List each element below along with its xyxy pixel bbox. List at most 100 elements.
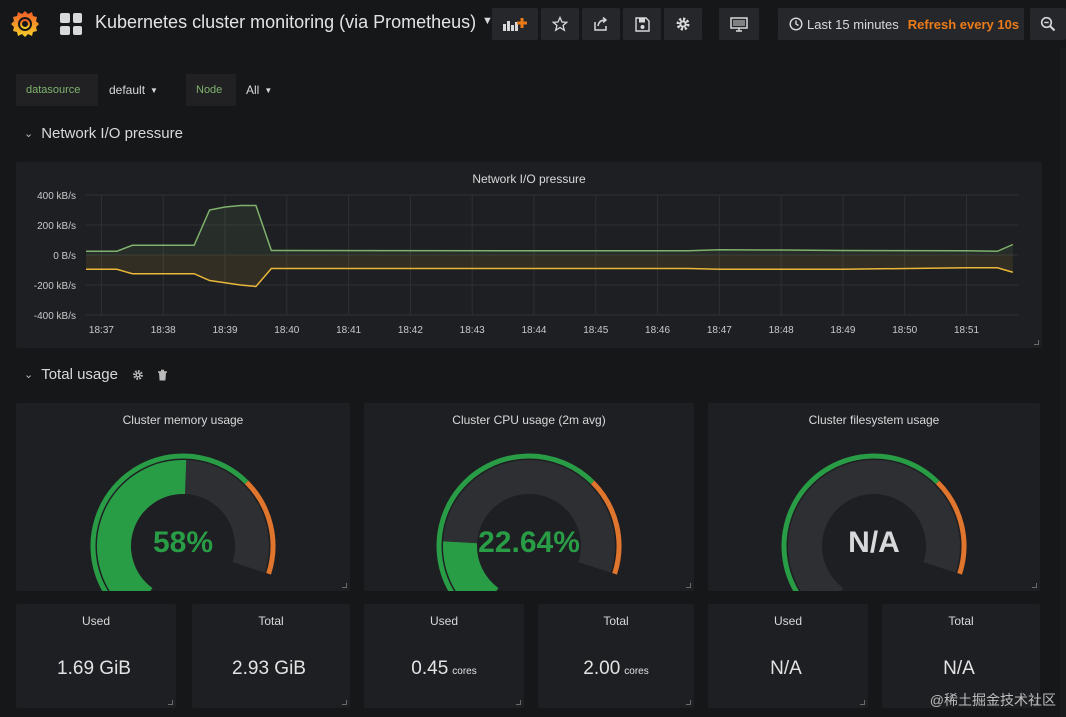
variable-value-datasource: default [109, 83, 146, 97]
filesystem-used-stat-panel[interactable]: Used N/A [708, 604, 868, 708]
x-tick-label: 18:45 [583, 325, 608, 336]
caret-down-icon: ▼ [150, 85, 158, 95]
x-tick-label: 18:37 [89, 325, 114, 336]
gauge-threshold-warn [935, 480, 967, 575]
variable-dropdown-node[interactable]: All ▼ [246, 74, 272, 106]
zoom-out-button[interactable] [1030, 8, 1066, 40]
star-icon [552, 16, 568, 32]
resize-handle[interactable] [1032, 700, 1037, 705]
y-tick-label: 0 B/s [53, 251, 76, 262]
save-button[interactable] [623, 8, 661, 40]
gauge-value: N/A [848, 526, 900, 559]
variable-label-node: Node [186, 74, 236, 106]
time-picker-button[interactable]: Last 15 minutes Refresh every 10s [778, 8, 1024, 40]
gear-icon[interactable] [132, 369, 144, 381]
stat-title[interactable]: Used [773, 614, 802, 628]
resize-handle[interactable] [516, 700, 521, 705]
row-header-network[interactable]: ⌄ Network I/O pressure [24, 125, 183, 142]
stat-value: N/A [770, 658, 802, 679]
settings-button[interactable] [664, 8, 702, 40]
resize-handle[interactable] [342, 583, 347, 588]
memory-gauge [90, 453, 276, 591]
tv-mode-icon [730, 17, 748, 32]
y-tick-label: -200 kB/s [34, 281, 76, 292]
variable-dropdown-datasource[interactable]: default ▼ [109, 74, 158, 106]
memory-total-stat-panel[interactable]: Total 2.93 GiB [192, 604, 350, 708]
x-tick-label: 18:43 [460, 325, 485, 336]
gauge-value: 58% [152, 526, 214, 559]
filesystem-gauge [781, 453, 967, 591]
resize-handle[interactable] [342, 700, 347, 705]
save-icon [634, 16, 650, 32]
x-tick-label: 18:48 [769, 325, 794, 336]
resize-handle[interactable] [686, 700, 691, 705]
dashboard-title[interactable]: Kubernetes cluster monitoring (via Prome… [95, 12, 477, 32]
gauge-value-arc [443, 541, 500, 591]
x-tick-label: 18:50 [892, 325, 917, 336]
stat-value: 0.45 cores [411, 658, 477, 679]
cpu-gauge [436, 453, 622, 591]
x-tick-label: 18:47 [707, 325, 732, 336]
trash-icon[interactable] [157, 369, 168, 381]
x-tick-label: 18:38 [151, 325, 176, 336]
stat-value: N/A [943, 658, 975, 679]
row-title-network: Network I/O pressure [41, 125, 183, 142]
network-io-panel[interactable]: Network I/O pressure 400 kB/s 200 kB/s 0 B… [16, 162, 1042, 348]
x-tick-label: 18:42 [398, 325, 423, 336]
dashboard-grid-icon[interactable] [60, 13, 82, 35]
cpu-total-stat-panel[interactable]: Total 2.00 cores [538, 604, 694, 708]
add-panel-button[interactable] [492, 8, 538, 40]
gauge-threshold-ok [436, 453, 595, 591]
resize-handle[interactable] [860, 700, 865, 705]
cluster-memory-gauge-panel[interactable]: Cluster memory usage 58% [16, 403, 350, 591]
share-button[interactable] [582, 8, 620, 40]
x-tick-label: 18:46 [645, 325, 670, 336]
gauge-threshold-warn [590, 480, 622, 575]
watermark: @稀土掘金技术社区 [929, 692, 1056, 708]
page-scrollbar[interactable] [1060, 48, 1066, 717]
gauge-threshold-ok [781, 453, 940, 591]
gauge-threshold-warn [244, 480, 276, 575]
grafana-logo-icon[interactable] [10, 9, 40, 39]
resize-handle[interactable] [1034, 340, 1039, 345]
y-tick-label: -400 kB/s [34, 311, 76, 322]
series-area-0 [86, 205, 1013, 255]
panel-title[interactable]: Cluster memory usage [122, 413, 244, 427]
tv-mode-button[interactable] [719, 8, 759, 40]
resize-handle[interactable] [686, 583, 691, 588]
network-io-chart: 400 kB/s 200 kB/s 0 B/s -200 kB/s -400 kB/s 1… [34, 191, 1018, 336]
panel-title[interactable]: Cluster filesystem usage [808, 413, 940, 427]
stat-title[interactable]: Total [603, 614, 629, 628]
panel-title[interactable]: Cluster CPU usage (2m avg) [452, 413, 606, 427]
memory-used-stat-panel[interactable]: Used 1.69 GiB [16, 604, 176, 708]
stat-title[interactable]: Used [81, 614, 110, 628]
gauge-value: 22.64% [478, 526, 580, 559]
panel-title[interactable]: Network I/O pressure [472, 172, 586, 186]
stat-title[interactable]: Total [258, 614, 284, 628]
chevron-down-icon: ⌄ [24, 369, 34, 381]
star-button[interactable] [541, 8, 579, 40]
settings-icon [676, 17, 690, 31]
cluster-filesystem-gauge-panel[interactable]: Cluster filesystem usage N/A [708, 403, 1040, 591]
x-tick-label: 18:39 [213, 325, 238, 336]
resize-handle[interactable] [1032, 583, 1037, 588]
chevron-down-icon[interactable]: ▼ [482, 15, 493, 27]
y-tick-label: 200 kB/s [37, 221, 76, 232]
variable-value-node: All [246, 83, 260, 97]
resize-handle[interactable] [168, 700, 173, 705]
clock-icon [789, 17, 803, 31]
x-tick-label: 18:41 [336, 325, 361, 336]
x-tick-label: 18:40 [274, 325, 299, 336]
stat-title[interactable]: Total [948, 614, 974, 628]
stat-title[interactable]: Used [429, 614, 458, 628]
series-line-0 [86, 204, 1014, 253]
time-range-label: Last 15 minutes [807, 16, 899, 32]
gauge-track [788, 460, 960, 591]
add-panel-icon [503, 18, 527, 31]
filesystem-total-stat-panel[interactable]: Total N/A [882, 604, 1040, 708]
cluster-cpu-gauge-panel[interactable]: Cluster CPU usage (2m avg) 22.64% [364, 403, 694, 591]
stat-value: 2.93 GiB [232, 658, 306, 679]
top-navbar: Kubernetes cluster monitoring (via Prome… [0, 0, 1066, 48]
cpu-used-stat-panel[interactable]: Used 0.45 cores [364, 604, 524, 708]
row-header-total-usage[interactable]: ⌄ Total usage [24, 366, 168, 383]
